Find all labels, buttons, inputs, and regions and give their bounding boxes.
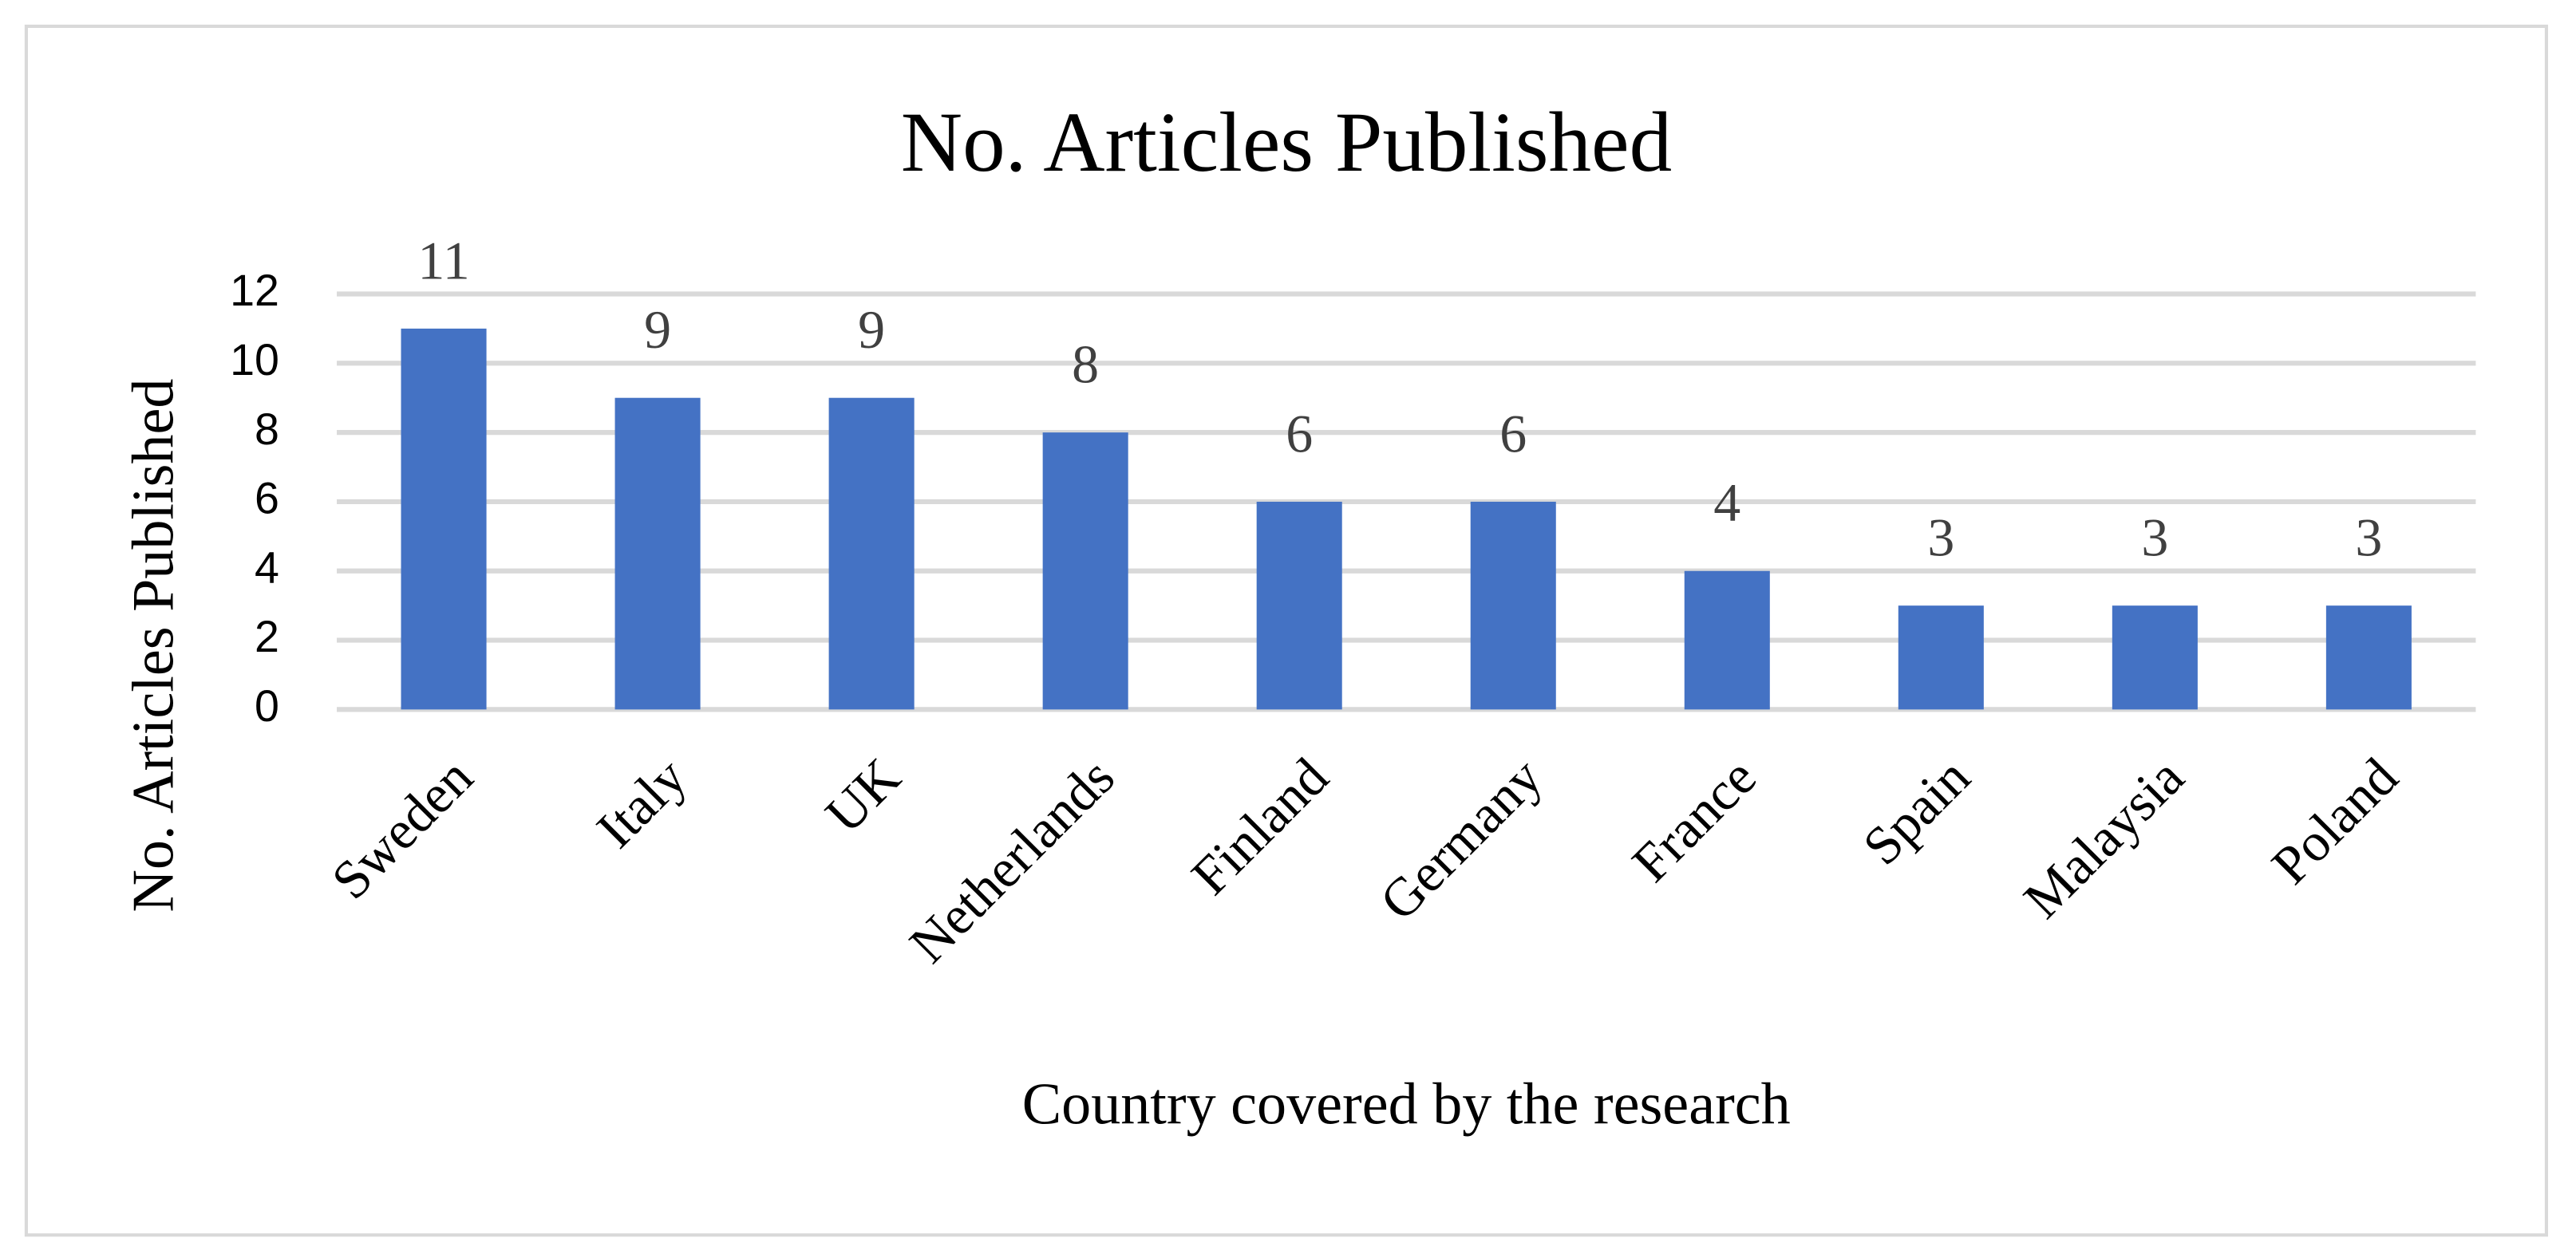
y-tick-label: 0 (255, 681, 279, 731)
bar (2112, 605, 2198, 710)
y-tick-label: 6 (255, 474, 279, 523)
data-label: 9 (858, 299, 885, 360)
data-label: 8 (1072, 333, 1099, 394)
bar (401, 328, 487, 710)
bar (1256, 501, 1342, 710)
y-tick-label: 8 (255, 404, 279, 454)
y-axis-title: No. Articles Published (121, 379, 187, 913)
y-tick-label: 12 (230, 266, 279, 315)
bar (828, 397, 915, 710)
data-label: 11 (417, 230, 469, 290)
bar (614, 397, 701, 710)
y-tick-label: 2 (255, 612, 279, 661)
data-label: 6 (1499, 403, 1527, 463)
data-label: 3 (2141, 507, 2168, 568)
data-label: 9 (644, 299, 671, 360)
bar (1898, 605, 1984, 710)
y-tick-label: 10 (230, 335, 279, 384)
bar (1042, 432, 1128, 710)
bar (2325, 605, 2412, 710)
y-tick-label: 4 (255, 542, 279, 592)
bar (1684, 570, 1770, 710)
data-label: 3 (2355, 507, 2382, 568)
data-label: 6 (1286, 403, 1313, 463)
x-axis-title: Country covered by the research (1022, 1072, 1791, 1138)
data-label: 3 (1927, 507, 1954, 568)
data-label: 4 (1713, 472, 1740, 533)
chart-title: No. Articles Published (901, 96, 1672, 190)
bar (1470, 501, 1556, 710)
